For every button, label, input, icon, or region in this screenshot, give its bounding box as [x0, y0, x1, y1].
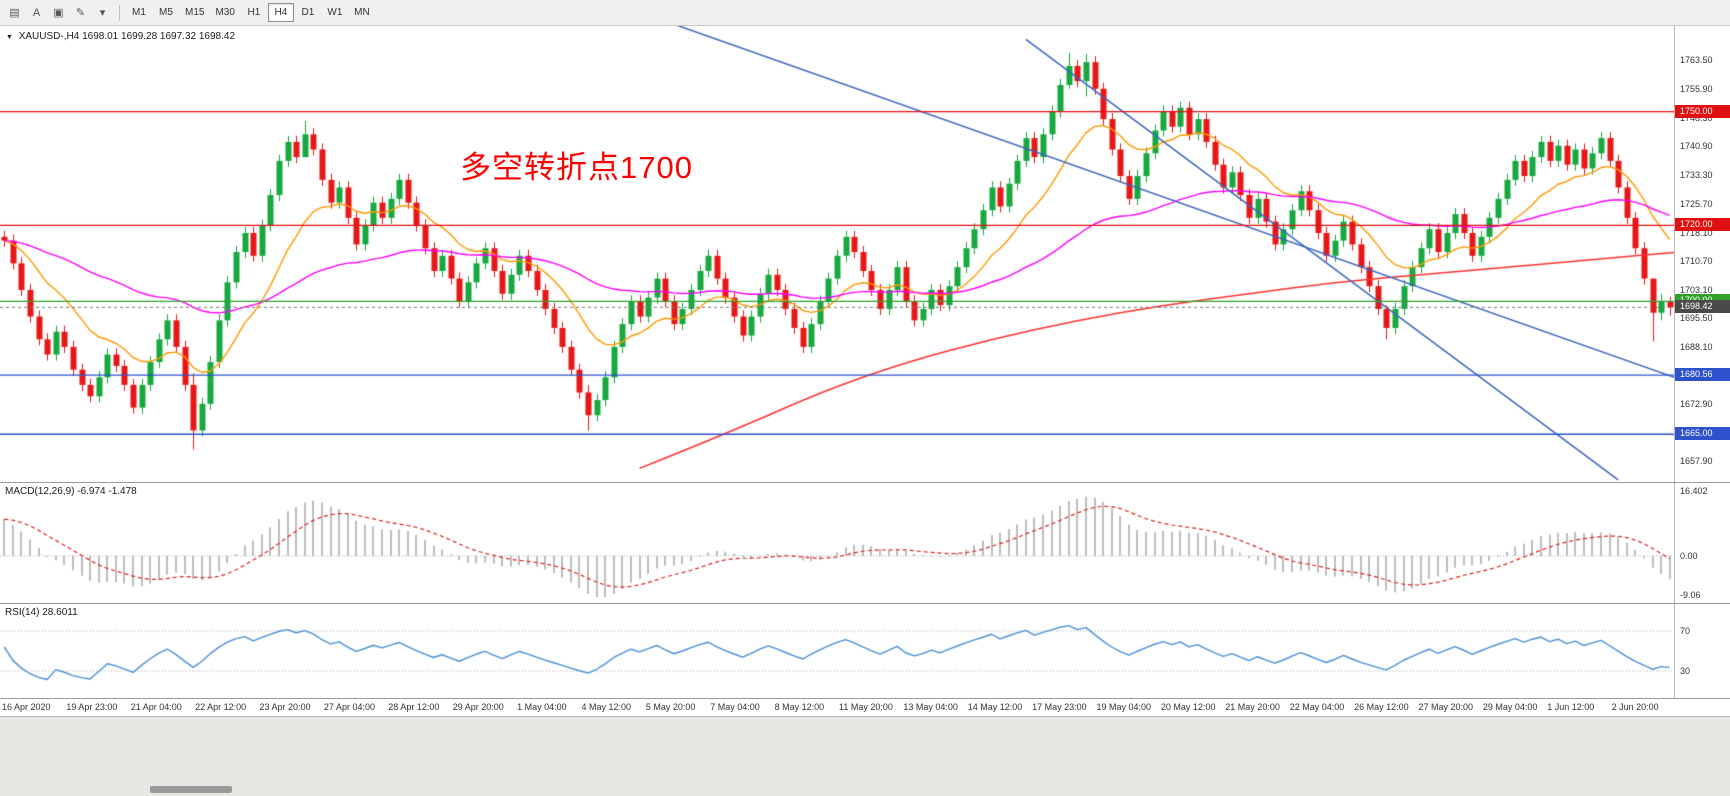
time-axis[interactable]: 16 Apr 2020 19 Apr 23:00 21 Apr 04:00 22 Ap… — [0, 698, 1730, 716]
price-badge: 1680.56 — [1675, 368, 1730, 382]
timeframe-w1[interactable]: W1 — [322, 3, 348, 22]
chart-annotation-text: 多空转折点1700 — [460, 150, 693, 185]
time-label: 7 May 04:00 — [710, 702, 760, 712]
timeframe-m15[interactable]: M15 — [180, 3, 209, 22]
timeframe-m30[interactable]: M30 — [210, 3, 239, 22]
time-label: 28 Apr 12:00 — [388, 702, 440, 712]
price-tick: 1740.90 — [1680, 141, 1713, 152]
time-label: 26 May 12:00 — [1354, 702, 1409, 712]
timeframe-m5[interactable]: M5 — [153, 3, 179, 22]
price-tick: 1748.30 — [1680, 112, 1713, 123]
price-tick: 1672.90 — [1680, 399, 1713, 410]
time-label: 29 Apr 20:00 — [452, 702, 504, 712]
price-badge: 1665.00 — [1675, 427, 1730, 441]
price-badge: 1720.00 — [1675, 218, 1730, 232]
symbol-info: ▼ XAUUSD-,H4 1698.01 1699.28 1697.32 169… — [6, 31, 235, 42]
macd-label: MACD(12,26,9) -6.974 -1.478 — [5, 486, 137, 497]
macd-pane: MACD(12,26,9) -6.974 -1.478 16.402 0.00 … — [0, 482, 1730, 603]
symbol-ohlc: 1698.01 1699.28 1697.32 1698.42 — [82, 31, 236, 42]
timeframe-buttons: M1 M5 M15 M30 H1 H4 D1 W1 MN — [126, 3, 375, 22]
timeframe-d1[interactable]: D1 — [295, 3, 321, 22]
collapse-triangle-icon[interactable]: ▼ — [6, 34, 13, 41]
price-tick: 1703.10 — [1680, 284, 1713, 295]
price-axis[interactable]: 1763.50 1755.90 1748.30 1740.90 1733.30 1725.… — [1674, 26, 1730, 482]
price-badge: 1750.00 — [1675, 104, 1730, 118]
time-label: 1 Jun 12:00 — [1547, 702, 1595, 712]
price-chart-pane: ▼ XAUUSD-,H4 1698.01 1699.28 1697.32 169… — [0, 26, 1730, 482]
price-tick: 1718.10 — [1680, 227, 1713, 238]
time-label: 22 May 04:00 — [1289, 702, 1345, 712]
time-label: 19 Apr 23:00 — [66, 702, 118, 712]
text-label-icon[interactable]: A — [32, 6, 41, 19]
time-label: 21 May 20:00 — [1225, 702, 1280, 712]
scrollbar-thumb[interactable] — [150, 786, 232, 793]
macd-canvas[interactable] — [0, 483, 1674, 603]
time-label: 29 May 04:00 — [1482, 702, 1538, 712]
time-label: 16 Apr 2020 — [2, 702, 51, 712]
time-label: 13 May 04:00 — [903, 702, 958, 712]
macd-axis[interactable]: 16.402 0.00 -9.06 — [1674, 483, 1730, 603]
toolbar: ▤ A ▣ ✎ ▾ M1 M5 M15 M30 H1 H4 D1 W1 MN — [0, 0, 1730, 26]
price-tick: 1710.70 — [1680, 255, 1713, 266]
price-tick: 1755.90 — [1680, 84, 1713, 95]
time-label: 14 May 12:00 — [967, 702, 1023, 712]
time-label: 20 May 12:00 — [1160, 702, 1216, 712]
objects-icon[interactable]: ▣ — [53, 7, 64, 19]
time-label: 27 Apr 04:00 — [323, 702, 375, 712]
time-label: 21 Apr 04:00 — [130, 702, 182, 712]
price-tick: 1688.10 — [1680, 341, 1713, 352]
rsi-pane: RSI(14) 28.6011 70 30 — [0, 603, 1730, 698]
rsi-axis[interactable]: 70 30 — [1674, 604, 1730, 698]
timeframe-m1[interactable]: M1 — [126, 3, 152, 22]
macd-max-label: 16.402 — [1680, 486, 1708, 496]
time-label: 1 May 04:00 — [517, 702, 567, 712]
time-label: 2 Jun 20:00 — [1611, 702, 1659, 712]
macd-min-label: -9.06 — [1680, 590, 1701, 600]
price-tick: 1695.50 — [1680, 313, 1713, 324]
toolbar-tools: ▤ A ▣ ✎ ▾ — [4, 3, 113, 22]
time-label: 5 May 20:00 — [645, 702, 696, 712]
price-tick: 1763.50 — [1680, 55, 1713, 66]
timeframe-h1[interactable]: H1 — [241, 3, 267, 22]
time-label: 23 Apr 20:00 — [259, 702, 311, 712]
time-label: 11 May 20:00 — [839, 702, 893, 712]
time-label: 4 May 12:00 — [581, 702, 631, 712]
price-tick: 1733.30 — [1680, 169, 1713, 180]
timeframe-h4[interactable]: H4 — [267, 3, 294, 22]
draw-line-icon[interactable]: ✎ — [75, 7, 86, 19]
symbol-title: XAUUSD-,H4 — [18, 31, 80, 42]
time-label: 8 May 12:00 — [774, 702, 825, 712]
price-tick: 1657.90 — [1680, 456, 1713, 467]
rsi-level-label: 70 — [1680, 626, 1691, 636]
price-tick: 1725.70 — [1680, 198, 1713, 209]
charts-icon[interactable]: ▤ — [9, 7, 20, 19]
price-chart-canvas[interactable] — [0, 26, 1674, 482]
rsi-canvas[interactable] — [0, 604, 1674, 698]
time-label: 22 Apr 12:00 — [195, 702, 247, 712]
rsi-label: RSI(14) 28.6011 — [5, 607, 78, 618]
footer-strip — [0, 716, 1730, 796]
toolbar-separator — [119, 4, 120, 21]
time-label: 19 May 04:00 — [1096, 702, 1152, 712]
time-label: 17 May 23:00 — [1032, 702, 1087, 712]
macd-zero-label: 0.00 — [1680, 550, 1698, 561]
price-badge: 1698.42 — [1675, 300, 1730, 314]
chevron-down-icon[interactable]: ▾ — [99, 7, 106, 19]
rsi-level-label: 30 — [1680, 666, 1691, 676]
time-label: 27 May 20:00 — [1418, 702, 1473, 712]
timeframe-mn[interactable]: MN — [349, 3, 375, 22]
